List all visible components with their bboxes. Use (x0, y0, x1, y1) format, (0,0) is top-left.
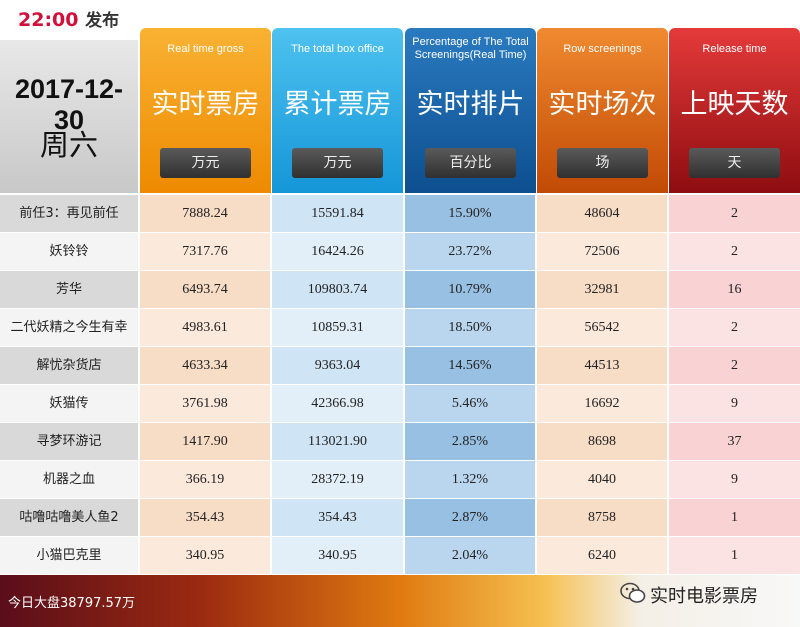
movie-name: 机器之血 (0, 461, 138, 498)
table-cell: 9363.04 (272, 347, 403, 384)
column-en: Real time gross (167, 42, 244, 55)
table-cell: 4983.61 (140, 309, 270, 346)
column-unit: 万元 (292, 148, 383, 178)
movie-name: 小猫巴克里 (0, 537, 138, 574)
publish-time: 22:00 发布 (18, 6, 119, 31)
table-cell: 37 (669, 423, 800, 460)
movie-name: 芳华 (0, 271, 138, 308)
footer-bar (0, 575, 800, 627)
table-cell: 2 (669, 233, 800, 270)
time: 22:00 (18, 9, 79, 31)
table-cell: 2 (669, 195, 800, 232)
table-cell: 2.87% (405, 499, 535, 536)
table-cell: 72506 (537, 233, 667, 270)
table-cell: 340.95 (140, 537, 270, 574)
table-cell: 16692 (537, 385, 667, 422)
movie-name: 妖猫传 (0, 385, 138, 422)
date-box (0, 40, 138, 193)
table-cell: 9 (669, 461, 800, 498)
column-unit: 场 (557, 148, 648, 178)
table-cell: 354.43 (272, 499, 403, 536)
table-cell: 5.46% (405, 385, 535, 422)
table-cell: 28372.19 (272, 461, 403, 498)
column-title: 实时排片 (416, 89, 525, 120)
date: 2017-12-30 (14, 74, 124, 135)
total-gross: 今日大盘38797.57万 (8, 596, 136, 611)
table-cell: 2.85% (405, 423, 535, 460)
column-en: Percentage of The Total Screenings(Real … (412, 36, 529, 61)
table-cell: 7317.76 (140, 233, 270, 270)
column-unit: 百分比 (425, 148, 516, 178)
movie-name: 二代妖精之今生有幸 (0, 309, 138, 346)
table-cell: 23.72% (405, 233, 535, 270)
movie-name: 妖铃铃 (0, 233, 138, 270)
table-cell: 1.32% (405, 461, 535, 498)
brand: 实时电影票房 (650, 586, 758, 607)
column-header: Percentage of The Total Screenings(Real … (405, 28, 536, 193)
table-cell: 6240 (537, 537, 667, 574)
column-en: Release time (702, 42, 767, 55)
table-cell: 18.50% (405, 309, 535, 346)
table-cell: 354.43 (140, 499, 270, 536)
table-cell: 16424.26 (272, 233, 403, 270)
table-cell: 4633.34 (140, 347, 270, 384)
table-cell: 7888.24 (140, 195, 270, 232)
table-cell: 10.79% (405, 271, 535, 308)
table-cell: 9 (669, 385, 800, 422)
movie-name: 解忧杂货店 (0, 347, 138, 384)
column-header: Row screenings 实时场次场 (537, 28, 668, 193)
column-header: Release time 上映天数天 (669, 28, 800, 193)
table-cell: 366.19 (140, 461, 270, 498)
wechat-icon (620, 582, 646, 603)
table-cell: 1 (669, 499, 800, 536)
table-cell: 48604 (537, 195, 667, 232)
table-cell: 1417.90 (140, 423, 270, 460)
table-cell: 8758 (537, 499, 667, 536)
table-cell: 2 (669, 347, 800, 384)
weekday: 周六 (39, 128, 98, 162)
table-cell: 1 (669, 537, 800, 574)
table-cell: 14.56% (405, 347, 535, 384)
publish: 发布 (85, 11, 120, 31)
table-cell: 2.04% (405, 537, 535, 574)
table-cell: 6493.74 (140, 271, 270, 308)
table-cell: 4040 (537, 461, 667, 498)
column-title: 实时场次 (548, 89, 657, 120)
column-title: 上映天数 (680, 89, 789, 120)
column-title: 实时票房 (151, 89, 260, 120)
table-cell: 32981 (537, 271, 667, 308)
table-cell: 109803.74 (272, 271, 403, 308)
column-title: 累计票房 (283, 89, 392, 120)
table-cell: 10859.31 (272, 309, 403, 346)
table-cell: 16 (669, 271, 800, 308)
table-cell: 56542 (537, 309, 667, 346)
table-cell: 44513 (537, 347, 667, 384)
table-cell: 15.90% (405, 195, 535, 232)
table-cell: 42366.98 (272, 385, 403, 422)
table-cell: 8698 (537, 423, 667, 460)
column-unit: 天 (689, 148, 780, 178)
column-header: The total box office 累计票房万元 (272, 28, 403, 193)
movie-name: 前任3：再见前任 (0, 195, 138, 232)
table-cell: 15591.84 (272, 195, 403, 232)
column-header: Real time gross 实时票房万元 (140, 28, 271, 193)
column-unit: 万元 (160, 148, 251, 178)
table-cell: 2 (669, 309, 800, 346)
movie-name: 咕噜咕噜美人鱼2 (0, 499, 138, 536)
table-cell: 113021.90 (272, 423, 403, 460)
column-en: The total box office (291, 42, 384, 55)
table-cell: 340.95 (272, 537, 403, 574)
table-cell: 3761.98 (140, 385, 270, 422)
movie-name: 寻梦环游记 (0, 423, 138, 460)
column-en: Row screenings (563, 42, 642, 55)
